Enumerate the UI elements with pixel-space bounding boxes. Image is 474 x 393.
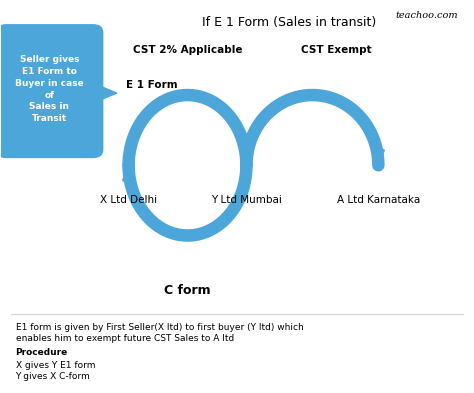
Text: CST Exempt: CST Exempt [301, 45, 371, 55]
Text: Y Ltd Mumbai: Y Ltd Mumbai [211, 195, 282, 206]
Text: E1 form is given by First Seller(X ltd) to first buyer (Y ltd) which: E1 form is given by First Seller(X ltd) … [16, 323, 303, 332]
Text: If E 1 Form (Sales in transit): If E 1 Form (Sales in transit) [202, 17, 376, 29]
Text: Y gives X C-form: Y gives X C-form [16, 372, 90, 381]
Text: Procedure: Procedure [16, 348, 68, 357]
Polygon shape [93, 83, 117, 103]
Text: teachoo.com: teachoo.com [396, 11, 458, 20]
Text: X gives Y E1 form: X gives Y E1 form [16, 360, 95, 369]
FancyBboxPatch shape [0, 25, 103, 158]
Text: CST 2% Applicable: CST 2% Applicable [133, 45, 242, 55]
Text: A Ltd Karnataka: A Ltd Karnataka [337, 195, 420, 206]
Text: E 1 Form: E 1 Form [126, 80, 178, 90]
Text: Seller gives
E1 Form to
Buyer in case
of
Sales in
Transit: Seller gives E1 Form to Buyer in case of… [15, 55, 84, 123]
Text: C form: C form [164, 284, 211, 297]
Text: X Ltd Delhi: X Ltd Delhi [100, 195, 157, 206]
Text: enables him to exempt future CST Sales to A ltd: enables him to exempt future CST Sales t… [16, 334, 234, 343]
